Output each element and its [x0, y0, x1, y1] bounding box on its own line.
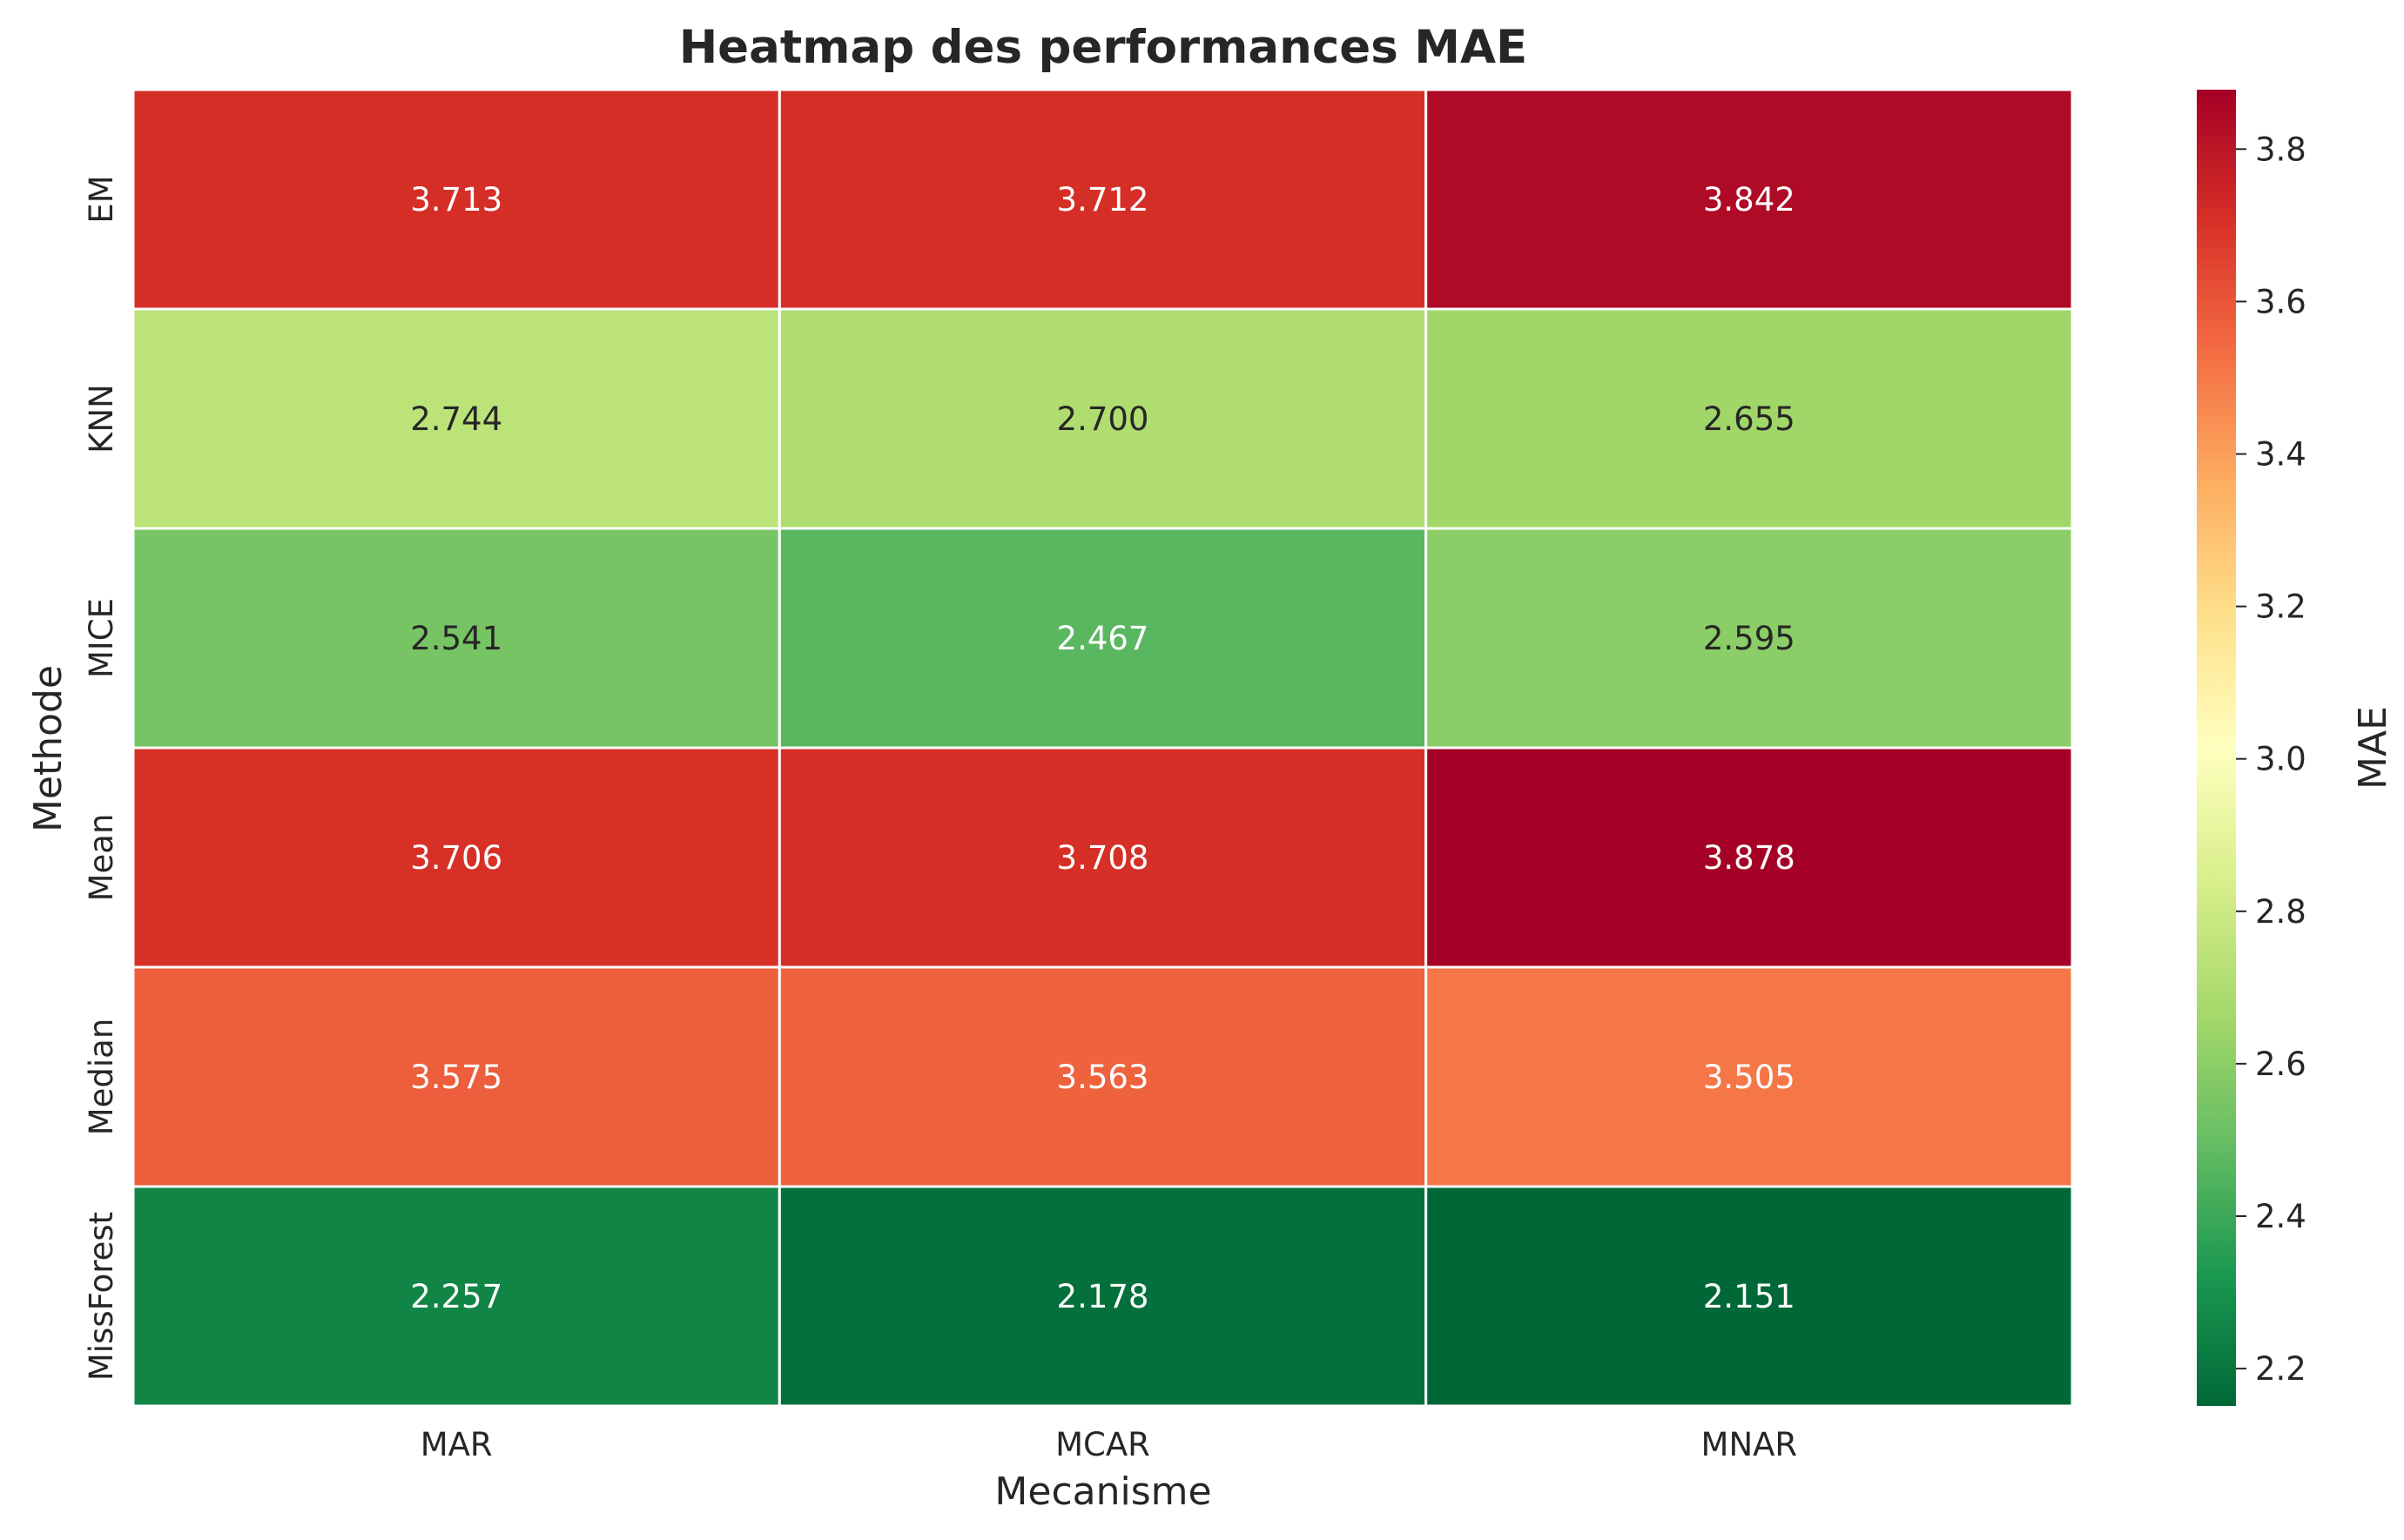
colorbar-tick-label: 3.0	[2255, 741, 2306, 778]
heatmap-cell	[131, 1185, 781, 1408]
heatmap-cell	[131, 965, 781, 1188]
cell-value-label: 3.713	[410, 181, 502, 219]
heatmap-cell	[1424, 965, 2074, 1188]
heatmap-cell	[131, 88, 781, 311]
cell-value-label: 3.575	[410, 1059, 502, 1096]
colorbar-tick-label: 3.6	[2255, 283, 2306, 320]
cell-value-label: 3.563	[1057, 1059, 1149, 1096]
colorbar-tick-label: 2.8	[2255, 893, 2306, 931]
colorbar-tick-label: 2.6	[2255, 1046, 2306, 1083]
cell-value-label: 3.706	[410, 839, 502, 877]
heatmap-cell	[778, 88, 1428, 311]
heatmap-cell	[131, 307, 781, 530]
cell-value-label: 2.700	[1057, 400, 1149, 438]
colorbar-tick-label: 2.4	[2255, 1198, 2306, 1235]
colorbar-tick-label: 3.8	[2255, 131, 2306, 168]
heatmap-cell	[778, 965, 1428, 1188]
cell-value-label: 3.708	[1057, 839, 1149, 877]
heatmap-cell	[1424, 746, 2074, 969]
colorbar-tick-label: 2.2	[2255, 1350, 2306, 1388]
colorbar-title: MAE	[2351, 706, 2395, 790]
cell-value-label: 2.178	[1057, 1278, 1149, 1315]
heatmap-cells: 3.713 3.712 3.842 2.744 2.700 2.655 2.541 2.467…	[131, 88, 2074, 1408]
cell-value-label: 3.878	[1703, 839, 1795, 877]
heatmap-cell	[778, 1185, 1428, 1408]
cell-value-label: 2.655	[1703, 400, 1795, 438]
heatmap-cell	[778, 527, 1428, 750]
cell-value-label: 2.595	[1703, 620, 1795, 657]
y-tick-label: EM	[83, 175, 120, 223]
heatmap-cell	[1424, 1185, 2074, 1408]
cell-value-label: 2.151	[1703, 1278, 1795, 1315]
y-tick-label: Mean	[83, 814, 120, 902]
x-axis-title: Mecanisme	[994, 1469, 1211, 1514]
y-tick-label: Median	[83, 1019, 120, 1136]
x-tick-label: MNAR	[1701, 1426, 1798, 1463]
cell-value-label: 3.505	[1703, 1059, 1795, 1096]
heatmap-cell	[131, 746, 781, 969]
cell-value-label: 2.541	[410, 620, 502, 657]
heatmap-cell	[1424, 307, 2074, 530]
heatmap-cell	[778, 307, 1428, 530]
y-axis-title: Methode	[26, 665, 71, 832]
y-tick-label: MICE	[83, 598, 120, 678]
axis-ticks: MAR MCAR MNAR EM KNN MICE Mean Median MissForest	[83, 175, 1797, 1463]
cell-value-label: 2.467	[1057, 620, 1149, 657]
y-tick-label: MissForest	[83, 1212, 120, 1381]
x-tick-label: MAR	[421, 1426, 493, 1463]
colorbar-gradient	[2197, 90, 2236, 1406]
cell-value-label: 3.712	[1057, 181, 1149, 219]
colorbar: MAE 2.2 2.4 2.6 2.8 3.0 3.2 3.4 3.6 3.8	[2197, 90, 2395, 1406]
y-tick-label: KNN	[83, 384, 120, 454]
heatmap-cell	[1424, 88, 2074, 311]
x-tick-label: MCAR	[1055, 1426, 1150, 1463]
colorbar-tick-label: 3.4	[2255, 435, 2306, 473]
cell-value-label: 2.744	[410, 400, 502, 438]
cell-value-label: 3.842	[1703, 181, 1795, 219]
cell-value-label: 2.257	[410, 1278, 502, 1315]
chart-title: Heatmap des performances MAE	[679, 21, 1527, 74]
colorbar-tick-label: 3.2	[2255, 588, 2306, 626]
